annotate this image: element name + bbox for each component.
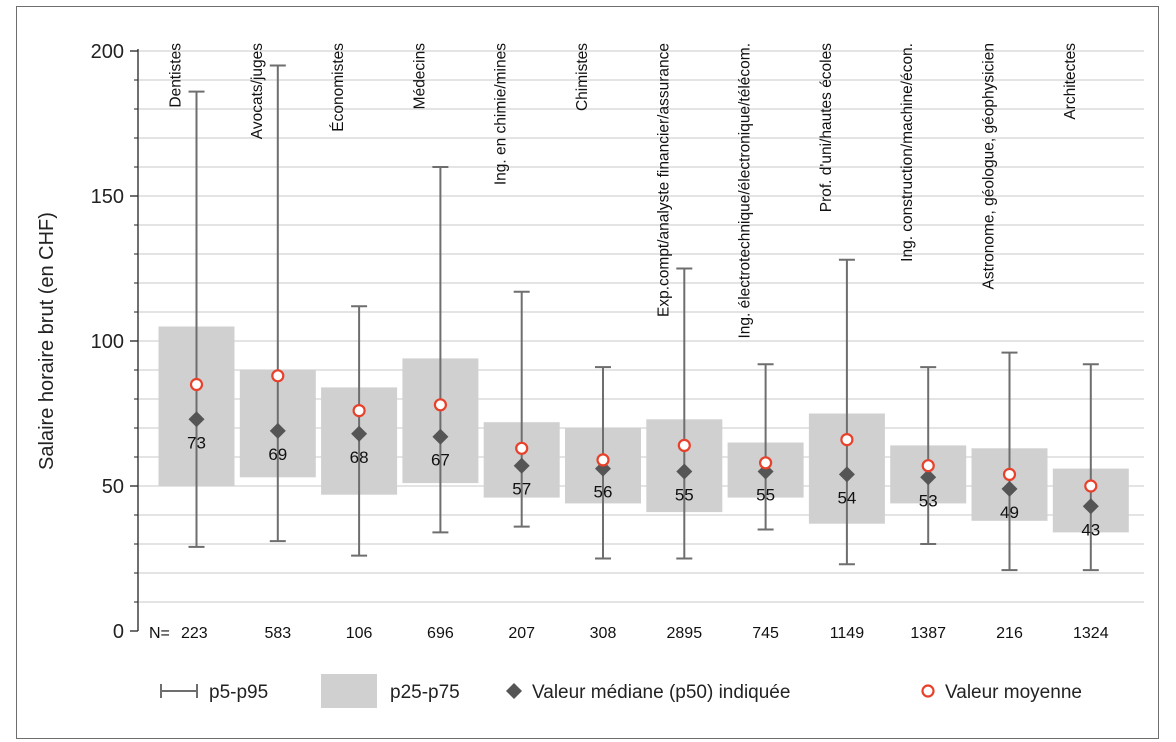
y-tick-label: 0: [113, 621, 124, 643]
whiskers: [188, 64, 1099, 572]
median-marker: [1082, 498, 1099, 515]
category-label: Médecins: [411, 43, 428, 110]
n-label: 223: [181, 625, 208, 642]
legend-box-icon: [321, 674, 377, 708]
n-label: 2895: [667, 625, 703, 642]
category-label: Ing. électrotechnique/électronique/téléc…: [737, 43, 754, 339]
median-marker: [838, 466, 855, 483]
chart-svg: 73 69 68 67 57 56 55 55 54 53 49 43 0 50 100 150 200 Sal…: [36, 41, 1144, 708]
n-label: 745: [752, 625, 779, 642]
n-label: 216: [996, 625, 1023, 642]
y-tick-label: 50: [102, 476, 124, 498]
n-label: 696: [427, 625, 454, 642]
mean-marker: [1002, 467, 1017, 481]
median-marker: [1001, 480, 1018, 497]
median-label: 73: [187, 433, 206, 452]
category-label: Ing. en chimie/mines: [493, 43, 510, 185]
y-tick-label: 200: [91, 41, 124, 63]
mean-marker: [840, 433, 854, 447]
mean-marker: [1084, 479, 1098, 493]
median-label: 55: [675, 486, 694, 505]
n-label: 207: [508, 625, 535, 642]
median-label: 57: [512, 480, 531, 499]
mean-marker: [271, 369, 285, 383]
n-label: 1324: [1073, 625, 1109, 642]
n-label: 1387: [910, 625, 946, 642]
chart-frame: 73 69 68 67 57 56 55 55 54 53 49 43 0 50 100 150 200 Sal…: [16, 6, 1159, 739]
median-label: 49: [1000, 503, 1019, 522]
mean-marker: [758, 456, 773, 470]
category-label: Chimistes: [574, 43, 591, 111]
legend-label-median: Valeur médiane (p50) indiquée: [532, 682, 790, 703]
median-label: 43: [1081, 520, 1100, 539]
category-label: Ing. construction/machine/écon.: [899, 43, 916, 262]
legend-label-whisker: p5-p95: [209, 682, 268, 703]
mean-marker: [596, 453, 610, 467]
n-prefix: N=: [149, 625, 170, 642]
mean-marker: [352, 404, 366, 418]
legend: p5-p95 p25-p75 Valeur médiane (p50) indiqu…: [160, 674, 1082, 708]
mean-marker: [433, 398, 447, 412]
median-label: 69: [268, 445, 287, 464]
median-label: 56: [594, 483, 613, 502]
mean-marker: [189, 377, 204, 392]
n-label: 106: [346, 625, 373, 642]
median-label: 53: [919, 491, 938, 510]
n-label: 583: [264, 625, 291, 642]
median-marker: [432, 428, 449, 445]
mean-marker: [677, 438, 691, 452]
category-label: Dentistes: [168, 43, 185, 108]
category-label: Économistes: [330, 43, 347, 132]
median-label: 68: [350, 448, 369, 467]
category-label: Architectes: [1062, 43, 1079, 120]
y-axis: 0 50 100 150 200 Salaire horaire brut (en CHF…: [36, 41, 139, 643]
median-marker: [676, 463, 693, 480]
category-label: Astronome, géologue, géophysicien: [981, 43, 998, 289]
median-label: 54: [837, 488, 856, 507]
category-label: Exp.compt/analyste financier/assurance: [655, 43, 672, 317]
y-axis-title: Salaire horaire brut (en CHF): [36, 212, 58, 470]
category-labels: Dentistes Avocats/juges Économistes Médecin…: [168, 43, 1079, 339]
median-marker: [351, 425, 368, 442]
y-tick-label: 100: [91, 331, 124, 353]
median-marker: [920, 469, 937, 486]
median-marker: [513, 457, 530, 474]
legend-mean-icon: [921, 684, 935, 698]
category-label: Prof. d'uni/hautes écoles: [818, 43, 835, 213]
category-label: Avocats/juges: [249, 43, 266, 139]
iqr-boxes: [158, 326, 1129, 533]
n-label: 1149: [830, 625, 865, 642]
y-tick-label: 150: [91, 186, 124, 208]
mean-marker: [921, 459, 935, 473]
legend-median-icon: [506, 683, 522, 699]
n-label: 308: [590, 625, 617, 642]
legend-label-box: p25-p75: [390, 682, 460, 703]
median-label: 55: [756, 486, 775, 505]
markers: 73 69 68 67 57 56 55 55 54 53 49 43: [187, 369, 1100, 539]
mean-marker: [515, 441, 529, 455]
n-labels: N= 223 583 106 696 207 308 2895 745 1149 1387 216 13…: [149, 625, 1109, 642]
median-marker: [269, 422, 286, 439]
median-label: 67: [431, 451, 450, 470]
legend-label-mean: Valeur moyenne: [945, 682, 1082, 703]
median-marker: [188, 411, 205, 428]
